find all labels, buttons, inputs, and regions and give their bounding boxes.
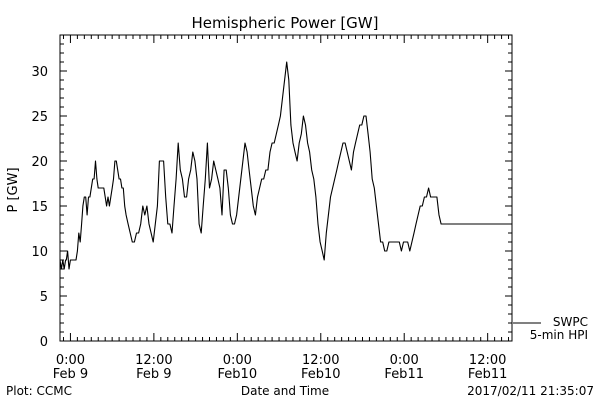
plot-credit: Plot: CCMC (6, 384, 72, 398)
x-tick-label-time: 12:00 (135, 353, 172, 368)
x-tick-label-time: 0:00 (390, 353, 419, 368)
y-tick-label: 15 (31, 200, 48, 215)
series-group (59, 61, 512, 270)
x-tick-label-time: 0:00 (223, 353, 252, 368)
y-tick-label: 0 (40, 335, 48, 350)
y-axis-label: P [GW] (6, 167, 21, 212)
x-tick-label-date: Feb10 (301, 367, 341, 382)
chart-axes (59, 34, 513, 342)
x-tick-label-date: Feb 9 (53, 367, 88, 382)
plot-frame (59, 34, 513, 342)
y-tick-label: 20 (31, 155, 48, 170)
x-tick-label-time: 0:00 (56, 353, 85, 368)
x-tick-label-date: Feb11 (468, 367, 508, 382)
x-tick-label-time: 12:00 (469, 353, 506, 368)
y-tick-label: 10 (31, 245, 48, 260)
x-tick-label-time: 12:00 (302, 353, 339, 368)
y-axis-ticks: 0 5 10 15 20 25 30 (31, 34, 512, 350)
chart-title: Hemispheric Power [GW] (192, 14, 379, 32)
legend-source: SWPC (553, 315, 588, 329)
y-tick-label: 30 (31, 65, 48, 80)
series-line-5-min-hpi (59, 61, 512, 270)
y-tick-label: 25 (31, 110, 48, 125)
x-tick-label-date: Feb10 (218, 367, 258, 382)
x-axis-label: Date and Time (241, 384, 329, 398)
y-tick-label: 5 (40, 290, 48, 305)
x-tick-label-date: Feb 9 (136, 367, 171, 382)
legend-series: 5-min HPI (530, 328, 588, 342)
x-tick-label-date: Feb11 (384, 367, 424, 382)
timestamp: 2017/02/11 21:35:07 (467, 384, 594, 398)
